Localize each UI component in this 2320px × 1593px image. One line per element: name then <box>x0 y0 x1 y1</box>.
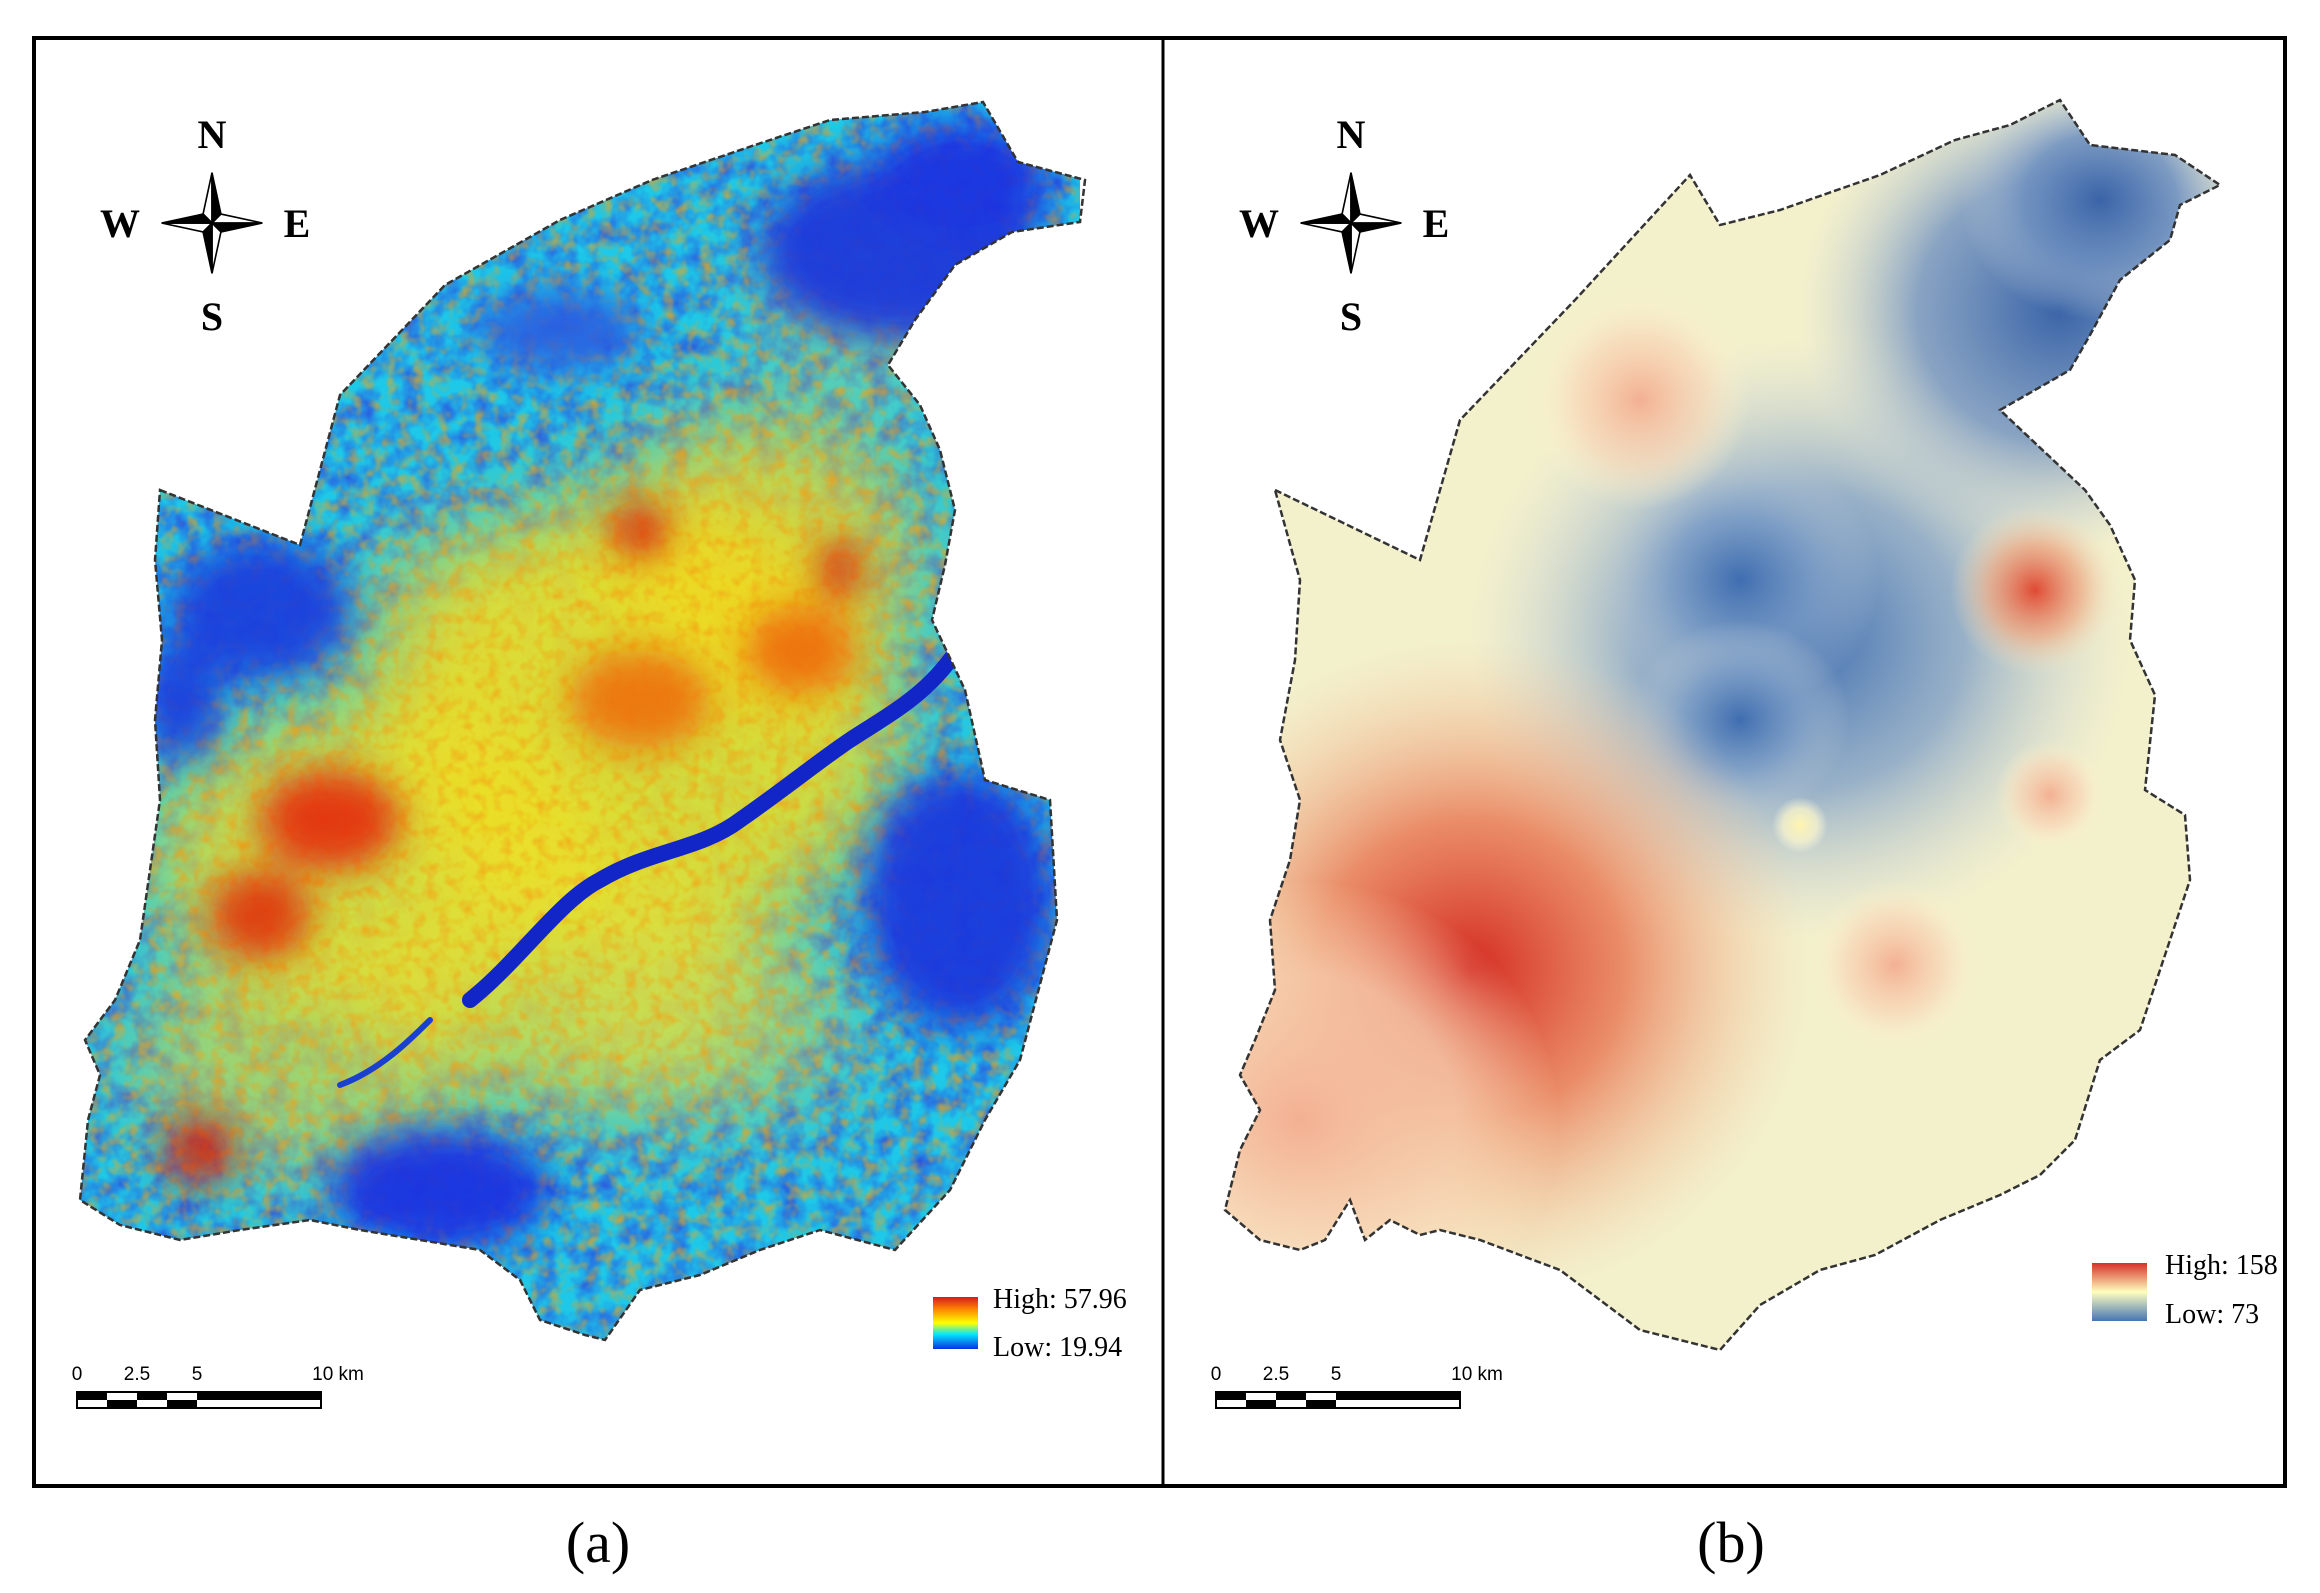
legend-b: High: 158 Low: 73 <box>2092 1250 2278 1330</box>
scale-bar-b: 0 2.5 5 10 km <box>1211 1364 1503 1409</box>
legend-color-ramp <box>2092 1263 2147 1321</box>
scale-tick: 0 <box>72 1364 83 1385</box>
compass-e: E <box>284 201 311 246</box>
scale-tick: 10 km <box>1451 1364 1503 1385</box>
river-tributary <box>337 1017 433 1088</box>
panel-caption-b: (b) <box>1697 1510 1765 1575</box>
legend-high: High: 158 <box>2165 1250 2278 1281</box>
compass-n: N <box>198 112 227 157</box>
compass-w: W <box>100 201 140 246</box>
panel-a: N S W E 0 2.5 5 10 km High: 57.96 Low: 1… <box>72 100 1127 1575</box>
river <box>462 602 1008 1008</box>
compass-w: W <box>1239 201 1279 246</box>
legend-low: Low: 19.94 <box>993 1332 1122 1363</box>
panel-caption-a: (a) <box>566 1510 630 1575</box>
legend-high: High: 57.96 <box>993 1284 1127 1315</box>
scale-tick: 5 <box>1331 1364 1342 1385</box>
compass-e: E <box>1423 201 1450 246</box>
legend-a: High: 57.96 Low: 19.94 <box>933 1284 1127 1363</box>
map-a-raster <box>80 102 1080 1340</box>
compass-rose-icon <box>160 171 264 275</box>
scale-bar-a: 0 2.5 5 10 km <box>72 1364 364 1409</box>
north-arrow-a: N S W E <box>100 112 310 339</box>
compass-rose-icon <box>1299 171 1403 275</box>
scale-tick: 2.5 <box>1263 1364 1289 1385</box>
compass-s: S <box>201 294 223 339</box>
scale-tick: 2.5 <box>124 1364 150 1385</box>
legend-color-ramp <box>933 1297 978 1349</box>
compass-n: N <box>1337 112 1366 157</box>
north-arrow-b: N S W E <box>1239 112 1449 339</box>
compass-s: S <box>1340 294 1362 339</box>
scale-tick: 10 km <box>312 1364 364 1385</box>
map-b-surface <box>1225 100 2220 1350</box>
figure-frame <box>32 36 2287 1488</box>
scale-tick: 0 <box>1211 1364 1222 1385</box>
legend-low: Low: 73 <box>2165 1299 2259 1330</box>
scale-tick: 5 <box>192 1364 203 1385</box>
panel-b: N S W E 0 2.5 5 10 km High: 158 Low: 73 … <box>1211 98 2278 1575</box>
